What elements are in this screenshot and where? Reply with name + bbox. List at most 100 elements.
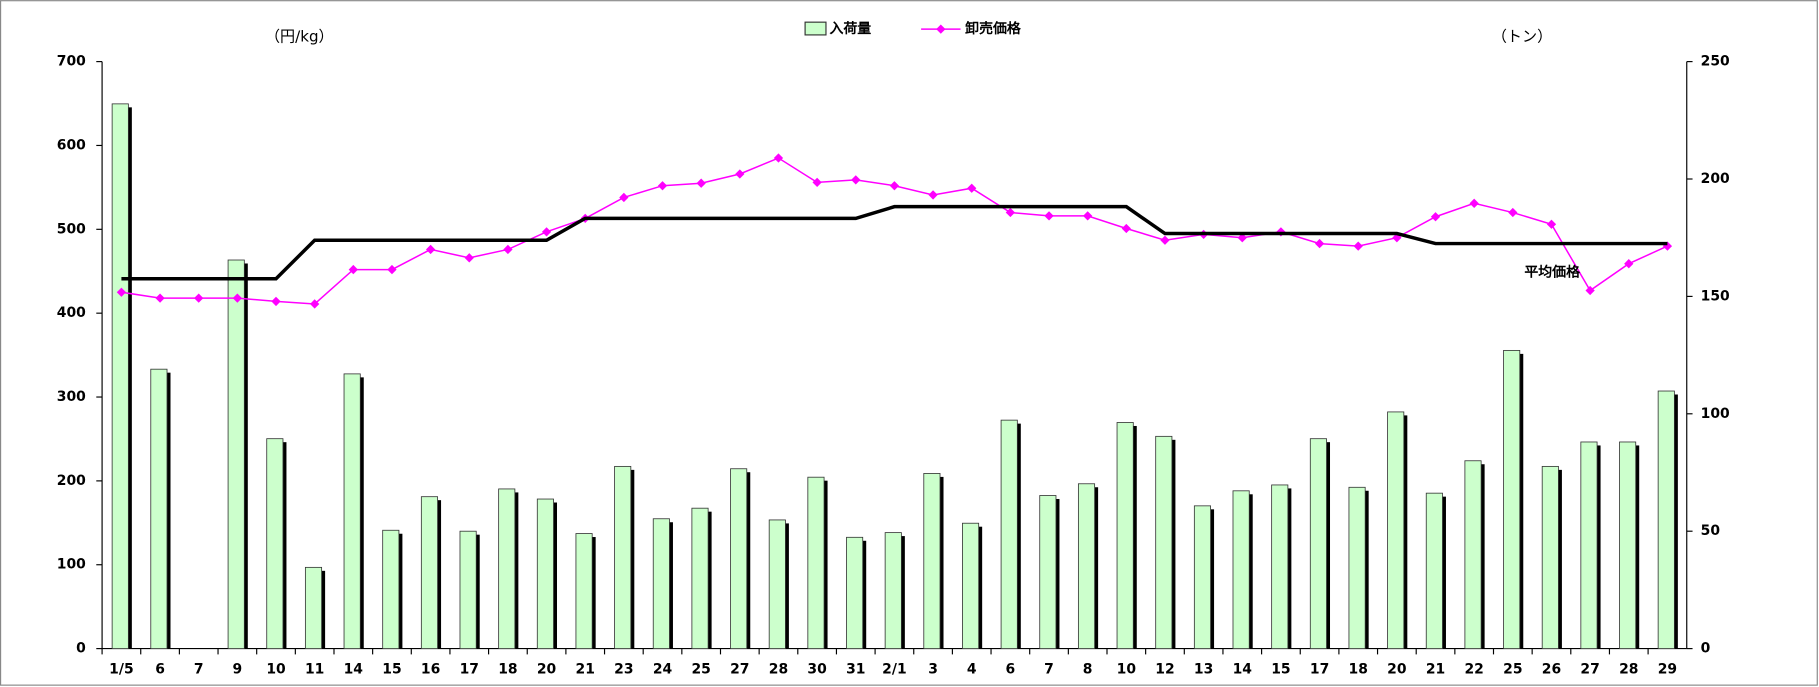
price-marker — [116, 287, 127, 297]
y2-tick-label: 150 — [1701, 288, 1730, 304]
bar — [962, 522, 980, 650]
price-marker — [348, 264, 358, 275]
x-tick-label: 14 — [344, 661, 364, 677]
x-tick-label: 25 — [1503, 661, 1522, 677]
x-tick-label: 7 — [194, 661, 204, 677]
x-tick-label: 20 — [537, 661, 557, 677]
bar — [614, 465, 632, 650]
x-tick-label: 18 — [1349, 661, 1368, 677]
y-tick-label: 500 — [57, 221, 86, 237]
y-tick-label: 400 — [57, 305, 86, 321]
y-tick-label: 0 — [76, 641, 86, 657]
x-tick-label: 13 — [1194, 661, 1213, 677]
price-marker — [1508, 207, 1518, 218]
bar — [1425, 492, 1443, 650]
bar — [498, 488, 516, 650]
y-tick-label: 700 — [57, 54, 86, 70]
price-marker — [1585, 285, 1595, 296]
bar — [1232, 490, 1250, 650]
x-tick-label: 2/1 — [882, 661, 906, 677]
bar — [382, 529, 400, 650]
x-tick-label: 20 — [1387, 661, 1407, 677]
x-tick-label: 15 — [1271, 661, 1290, 677]
price-marker — [1005, 207, 1016, 218]
bar — [652, 518, 670, 650]
bar — [1271, 484, 1289, 650]
x-tick-label: 21 — [576, 661, 595, 677]
price-marker — [1083, 211, 1093, 221]
x-tick-label: 10 — [266, 661, 286, 677]
x-tick-label: 27 — [730, 661, 749, 677]
price-marker — [1624, 259, 1634, 269]
price-marker — [271, 296, 281, 307]
price-marker — [387, 264, 397, 275]
average-line — [121, 204, 1668, 281]
x-tick-label: 17 — [460, 661, 479, 677]
x-tick-label: 27 — [1580, 661, 1599, 677]
bar — [1348, 486, 1366, 650]
x-tick-label: 6 — [155, 661, 165, 677]
x-tick-label: 26 — [1542, 661, 1561, 677]
bar — [1503, 349, 1521, 650]
bar — [1155, 435, 1173, 650]
bar — [730, 468, 748, 650]
bar — [343, 373, 361, 650]
x-tick-label: 7 — [1044, 661, 1054, 677]
price-marker — [773, 153, 784, 163]
bar — [768, 519, 786, 650]
bar — [1309, 438, 1327, 650]
y-tick-label: 100 — [57, 557, 86, 573]
bar — [227, 259, 245, 650]
bar — [1464, 460, 1482, 650]
x-tick-label: 9 — [233, 661, 243, 677]
bar — [111, 103, 129, 650]
x-tick-label: 17 — [1310, 661, 1329, 677]
x-tick-label: 29 — [1658, 661, 1677, 677]
x-tick-label: 28 — [769, 661, 788, 677]
x-tick-label: 25 — [691, 661, 710, 677]
bar — [1193, 505, 1211, 650]
bar — [1541, 465, 1559, 650]
legend-label: 卸売価格 — [965, 20, 1022, 37]
price-marker — [1044, 211, 1054, 221]
x-tick-label: 23 — [614, 661, 633, 677]
bar — [1077, 483, 1096, 650]
y-axis-unit: （円/kg） — [265, 28, 334, 46]
bar — [1657, 390, 1675, 650]
bar — [420, 496, 438, 650]
y-tick-label: 300 — [57, 389, 86, 405]
price-marker — [735, 169, 745, 179]
bar — [266, 438, 284, 650]
x-tick-label: 30 — [807, 661, 827, 677]
x-tick-label: 10 — [1117, 661, 1137, 677]
bar — [1000, 419, 1018, 650]
bar — [304, 566, 323, 650]
x-tick-label: 6 — [1006, 661, 1016, 677]
bar — [1116, 422, 1134, 650]
x-tick-label: 1/5 — [109, 661, 133, 677]
average-label: 平均価格 — [1524, 264, 1581, 281]
y2-tick-label: 200 — [1701, 171, 1730, 187]
y2-tick-label: 50 — [1701, 523, 1721, 539]
x-tick-label: 14 — [1233, 661, 1253, 677]
x-tick-label: 16 — [421, 661, 440, 677]
price-marker — [1353, 241, 1363, 251]
y-tick-label: 600 — [57, 137, 86, 153]
price-marker — [1160, 235, 1170, 245]
y2-tick-label: 0 — [1701, 641, 1711, 657]
x-tick-label: 22 — [1464, 661, 1483, 677]
bar — [1387, 411, 1405, 650]
price-marker — [851, 175, 861, 185]
price-marker — [1430, 212, 1441, 222]
y-tick-label: 200 — [57, 473, 86, 489]
x-tick-label: 3 — [928, 661, 938, 677]
bar — [1580, 441, 1598, 650]
bar — [846, 536, 864, 650]
x-tick-label: 21 — [1426, 661, 1445, 677]
x-tick-label: 28 — [1619, 661, 1638, 677]
x-tick-label: 18 — [498, 661, 517, 677]
bar — [691, 507, 709, 650]
price-marker — [503, 244, 513, 255]
price-marker — [1546, 219, 1557, 229]
bar — [923, 473, 941, 650]
